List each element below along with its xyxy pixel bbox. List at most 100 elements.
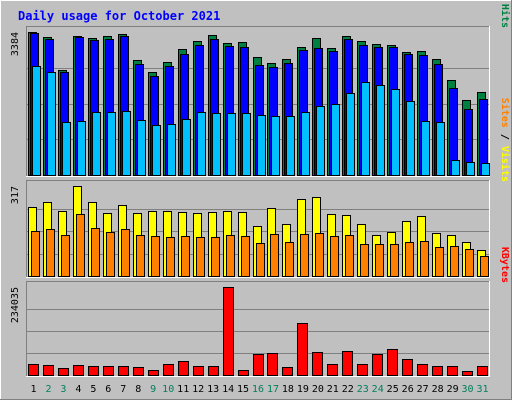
legend-item-3: /	[499, 0, 510, 4]
panel-max-label: 317	[10, 186, 21, 204]
bar-pages-day-1	[32, 66, 41, 176]
x-tick-label-day-16: 16	[252, 384, 264, 395]
bar-kbytes-day-9	[148, 370, 159, 376]
bar-sites-day-27	[420, 241, 429, 277]
bar-kbytes-day-30	[462, 371, 473, 376]
bar-kbytes-day-19	[297, 323, 308, 376]
bar-kbytes-day-10	[163, 364, 174, 376]
bar-sites-day-25	[390, 244, 399, 277]
bar-kbytes-day-28	[432, 366, 443, 376]
x-tick-label-day-14: 14	[222, 384, 234, 395]
bar-kbytes-day-14	[223, 287, 234, 376]
bar-sites-day-3	[61, 235, 70, 277]
bar-sites-day-10	[166, 237, 175, 277]
legend-item-0: Sites	[499, 98, 511, 128]
bar-pages-day-20	[316, 106, 325, 176]
bar-kbytes-day-4	[73, 365, 84, 376]
bar-sites-day-7	[121, 229, 130, 277]
x-tick-label-day-13: 13	[207, 384, 219, 395]
bar-pages-day-13	[212, 113, 221, 176]
bar-pages-day-2	[47, 72, 56, 176]
chart-panels: 3384 Pages / Files / Hits 317 Sites / Visit…	[10, 0, 511, 377]
x-tick-label-day-6: 6	[105, 384, 111, 395]
bar-kbytes-day-18	[282, 367, 293, 376]
bar-sites-day-29	[450, 246, 459, 277]
panel-legend: KBytes	[499, 247, 510, 283]
x-tick-label-day-9: 9	[150, 384, 156, 395]
bar-pages-day-8	[137, 120, 146, 176]
bar-sites-day-28	[435, 247, 444, 277]
x-tick-label-day-11: 11	[177, 384, 189, 395]
x-tick-label-day-20: 20	[312, 384, 324, 395]
x-tick-label-day-12: 12	[192, 384, 204, 395]
panel-legend: Pages / Files / Hits	[499, 0, 511, 28]
x-tick-label-day-4: 4	[75, 384, 81, 395]
x-tick-label-day-19: 19	[297, 384, 309, 395]
bar-kbytes-day-6	[103, 366, 114, 376]
bar-kbytes-day-11	[178, 361, 189, 376]
x-tick-label-day-15: 15	[237, 384, 249, 395]
x-tick-label-day-3: 3	[60, 384, 66, 395]
bar-pages-day-17	[271, 116, 280, 176]
bar-pages-day-16	[257, 115, 266, 176]
bar-kbytes-day-2	[43, 365, 54, 376]
bar-sites-day-5	[91, 228, 100, 277]
bar-kbytes-day-25	[387, 349, 398, 376]
bar-sites-day-4	[76, 214, 85, 277]
bar-pages-day-6	[107, 112, 116, 176]
bar-sites-day-16	[256, 243, 265, 277]
bar-sites-day-15	[241, 236, 250, 277]
x-tick-label-day-17: 17	[267, 384, 279, 395]
x-tick-label-day-31: 31	[476, 384, 488, 395]
bar-pages-day-3	[62, 122, 71, 176]
panel-hits-files-pages: 3384 Pages / Files / Hits	[10, 0, 511, 177]
x-tick-label-day-7: 7	[120, 384, 126, 395]
bar-pages-day-11	[182, 119, 191, 176]
bar-sites-day-20	[315, 233, 324, 277]
bar-kbytes-day-29	[447, 366, 458, 376]
bar-sites-day-14	[226, 235, 235, 277]
bar-pages-day-10	[167, 124, 176, 176]
bar-pages-day-5	[92, 112, 101, 176]
bar-kbytes-day-21	[327, 364, 338, 376]
bar-kbytes-day-26	[402, 359, 413, 376]
bar-sites-day-19	[300, 234, 309, 277]
bar-pages-day-25	[391, 89, 400, 176]
x-tick-label-day-23: 23	[357, 384, 369, 395]
bar-kbytes-day-23	[357, 364, 368, 376]
x-tick-label-day-18: 18	[282, 384, 294, 395]
x-tick-label-day-26: 26	[402, 384, 414, 395]
x-tick-label-day-10: 10	[162, 384, 174, 395]
bar-sites-day-30	[465, 249, 474, 277]
panel-max-label: 234035	[10, 287, 21, 323]
bar-sites-day-12	[196, 237, 205, 277]
bar-kbytes-day-27	[417, 364, 428, 376]
chart-title: Daily usage for October 2021	[18, 9, 220, 23]
bar-pages-day-29	[451, 160, 460, 176]
bar-sites-day-13	[211, 237, 220, 277]
bar-sites-day-1	[31, 231, 40, 277]
bar-sites-day-9	[151, 236, 160, 277]
bar-sites-day-8	[136, 235, 145, 277]
x-tick-label-day-27: 27	[417, 384, 429, 395]
x-tick-label-day-2: 2	[45, 384, 51, 395]
x-tick-label-day-5: 5	[90, 384, 96, 395]
bar-kbytes-day-12	[193, 366, 204, 376]
x-tick-label-day-24: 24	[372, 384, 384, 395]
bar-pages-day-14	[227, 113, 236, 176]
bar-sites-day-6	[106, 232, 115, 277]
bar-pages-day-24	[376, 85, 385, 176]
bar-sites-day-2	[46, 229, 55, 277]
bar-pages-day-22	[346, 93, 355, 176]
bar-pages-day-9	[152, 125, 161, 176]
bar-pages-day-12	[197, 112, 206, 176]
bar-kbytes-day-15	[238, 370, 249, 376]
legend-item-4: Hits	[499, 4, 511, 28]
bar-pages-day-7	[122, 111, 131, 176]
bar-kbytes-day-1	[28, 364, 39, 376]
bar-pages-day-18	[286, 116, 295, 176]
x-tick-label-day-21: 21	[327, 384, 339, 395]
bar-kbytes-day-3	[58, 368, 69, 376]
bar-kbytes-day-24	[372, 354, 383, 376]
